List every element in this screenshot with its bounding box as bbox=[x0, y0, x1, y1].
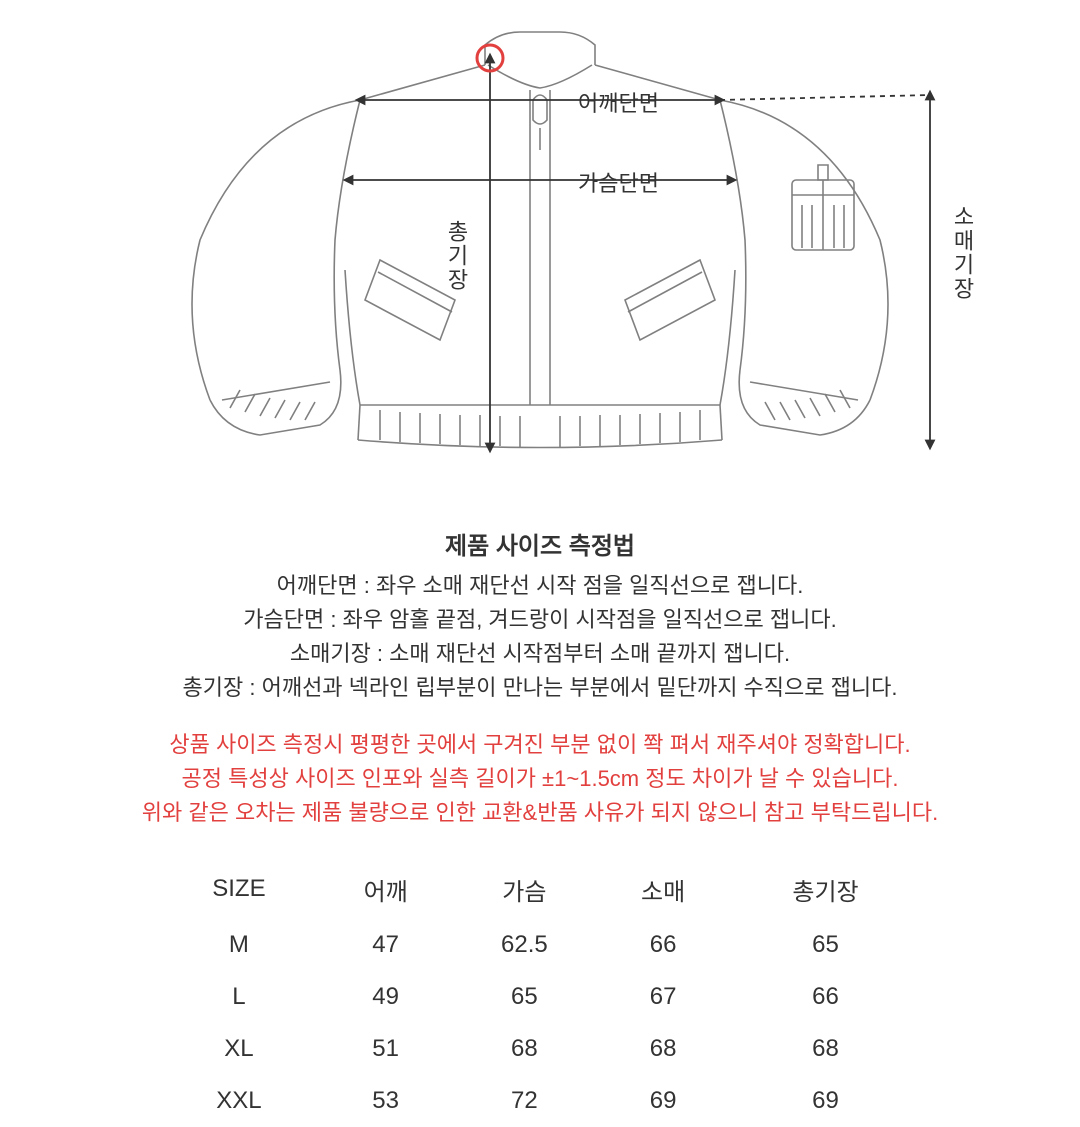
instruction-line: 가슴단면 : 좌우 암홀 끝점, 겨드랑이 시작점을 일직선으로 잽니다. bbox=[183, 603, 898, 637]
col-size: SIZE bbox=[160, 860, 318, 919]
instruction-line: 어깨단면 : 좌우 소매 재단선 시작 점을 일직선으로 잽니다. bbox=[183, 569, 898, 603]
col-chest: 가슴 bbox=[453, 860, 595, 919]
measurement-instructions: 제품 사이즈 측정법 어깨단면 : 좌우 소매 재단선 시작 점을 일직선으로 … bbox=[183, 528, 898, 706]
label-chest: 가슴단면 bbox=[578, 166, 659, 198]
jacket-diagram: 어깨단면 가슴단면 총기장 소매기장 bbox=[0, 10, 1080, 510]
instruction-line: 총기장 : 어깨선과 넥라인 립부분이 만나는 부분에서 밑단까지 수직으로 잽… bbox=[183, 671, 898, 705]
warning-line: 상품 사이즈 측정시 평평한 곳에서 구겨진 부분 없이 쫙 펴서 재주셔야 정… bbox=[142, 728, 938, 762]
table-row: XXL 53 72 69 69 bbox=[160, 1075, 920, 1127]
label-sleeve-length: 소매기장 bbox=[946, 205, 978, 301]
instruction-line: 소매기장 : 소매 재단선 시작점부터 소매 끝까지 잽니다. bbox=[183, 637, 898, 671]
jacket-svg bbox=[0, 10, 1080, 510]
warning-line: 위와 같은 오차는 제품 불량으로 인한 교환&반품 사유가 되지 않으니 참고… bbox=[142, 796, 938, 830]
label-shoulder: 어깨단면 bbox=[578, 86, 659, 118]
table-row: L 49 65 67 66 bbox=[160, 971, 920, 1023]
table-row: XL 51 68 68 68 bbox=[160, 1023, 920, 1075]
table-row: M 47 62.5 66 65 bbox=[160, 919, 920, 971]
measurement-warning: 상품 사이즈 측정시 평평한 곳에서 구겨진 부분 없이 쫙 펴서 재주셔야 정… bbox=[142, 728, 938, 830]
instructions-title: 제품 사이즈 측정법 bbox=[183, 528, 898, 565]
col-sleeve: 소매 bbox=[595, 860, 731, 919]
size-table: SIZE 어깨 가슴 소매 총기장 M 47 62.5 66 65 L 49 6… bbox=[160, 860, 920, 1127]
col-shoulder: 어깨 bbox=[318, 860, 454, 919]
col-length: 총기장 bbox=[731, 860, 920, 919]
warning-line: 공정 특성상 사이즈 인포와 실측 길이가 ±1~1.5cm 정도 차이가 날 … bbox=[142, 762, 938, 796]
label-total-length: 총기장 bbox=[440, 220, 472, 292]
table-header-row: SIZE 어깨 가슴 소매 총기장 bbox=[160, 860, 920, 919]
